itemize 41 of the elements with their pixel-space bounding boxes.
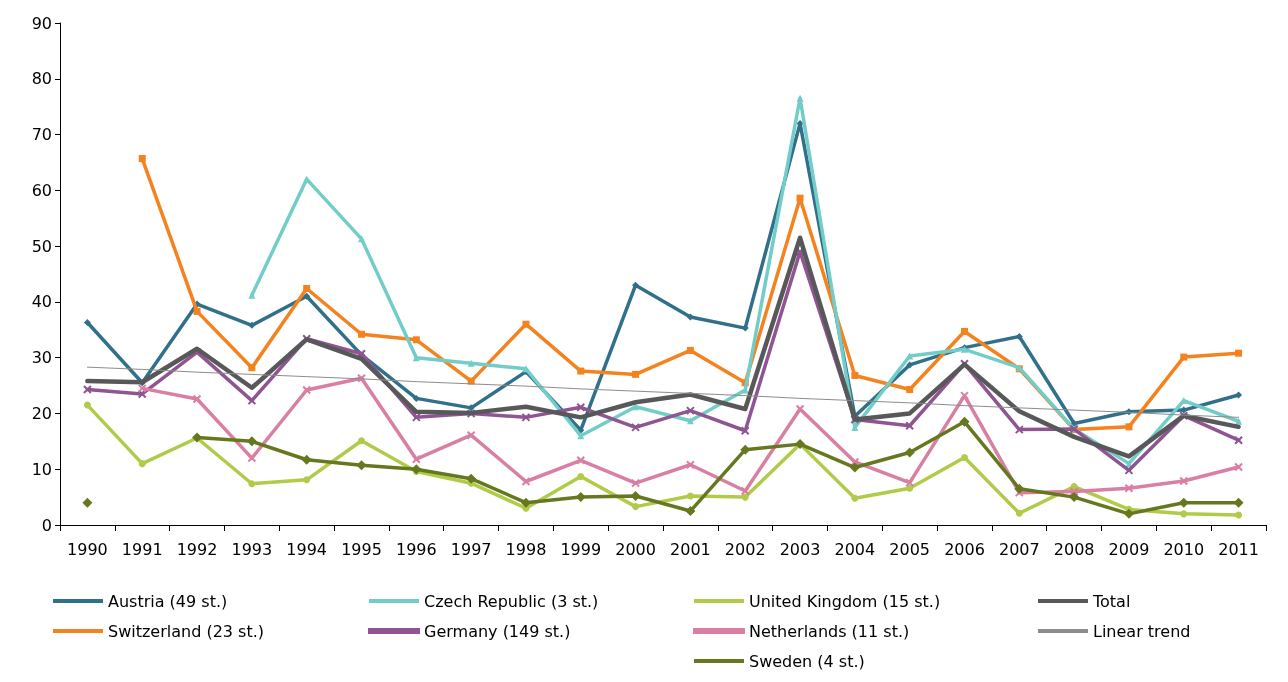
- y-tick-label: 10: [31, 459, 52, 479]
- x-tick-label: 2011: [1218, 539, 1259, 559]
- x-tick-label: 2008: [1053, 539, 1095, 559]
- y-tick-label: 60: [31, 180, 52, 200]
- x-tick-label: 2010: [1163, 539, 1205, 559]
- y-tick-label: 30: [31, 348, 52, 368]
- x-tick-label: 2009: [1108, 539, 1150, 559]
- x-tick-label: 1991: [121, 539, 163, 559]
- x-tick-label: 1993: [231, 539, 273, 559]
- y-tick-label: 20: [31, 403, 52, 423]
- x-tick-label: 2001: [670, 539, 711, 559]
- legend-label: Czech Republic (3 st.): [424, 591, 599, 611]
- x-tick-label: 2000: [615, 539, 656, 559]
- x-tick-label: 2002: [724, 539, 766, 559]
- x-tick-label: 1992: [176, 539, 218, 559]
- x-tick-label: 2004: [834, 539, 876, 559]
- x-tick-label: 1995: [341, 539, 382, 559]
- x-tick-label: 2007: [998, 539, 1040, 559]
- y-tick-label: 70: [31, 125, 52, 145]
- x-tick-label: 2006: [944, 539, 985, 559]
- x-tick-label: 1999: [560, 539, 602, 559]
- legend-label: Sweden (4 st.): [749, 651, 865, 671]
- legend-label: United Kingdom (15 st.): [749, 591, 941, 611]
- legend-label: Austria (49 st.): [108, 591, 228, 611]
- x-tick-label: 1997: [450, 539, 492, 559]
- legend-label: Netherlands (11 st.): [749, 621, 910, 641]
- legend-label: Linear trend: [1093, 621, 1191, 641]
- y-tick-label: 0: [41, 515, 52, 535]
- y-tick-label: 40: [31, 292, 52, 312]
- legend-label: Total: [1092, 591, 1131, 611]
- y-tick-label: 50: [31, 236, 52, 256]
- x-tick-label: 2003: [779, 539, 821, 559]
- x-tick-label: 1990: [67, 539, 108, 559]
- x-tick-label: 1994: [286, 539, 328, 559]
- y-tick-label: 90: [31, 13, 52, 33]
- legend-label: Germany (149 st.): [424, 621, 571, 641]
- x-tick-label: 1998: [505, 539, 547, 559]
- x-tick-label: 1996: [395, 539, 437, 559]
- x-tick-label: 2005: [889, 539, 931, 559]
- y-tick-label: 80: [31, 69, 52, 89]
- legend-label: Switzerland (23 st.): [108, 621, 265, 641]
